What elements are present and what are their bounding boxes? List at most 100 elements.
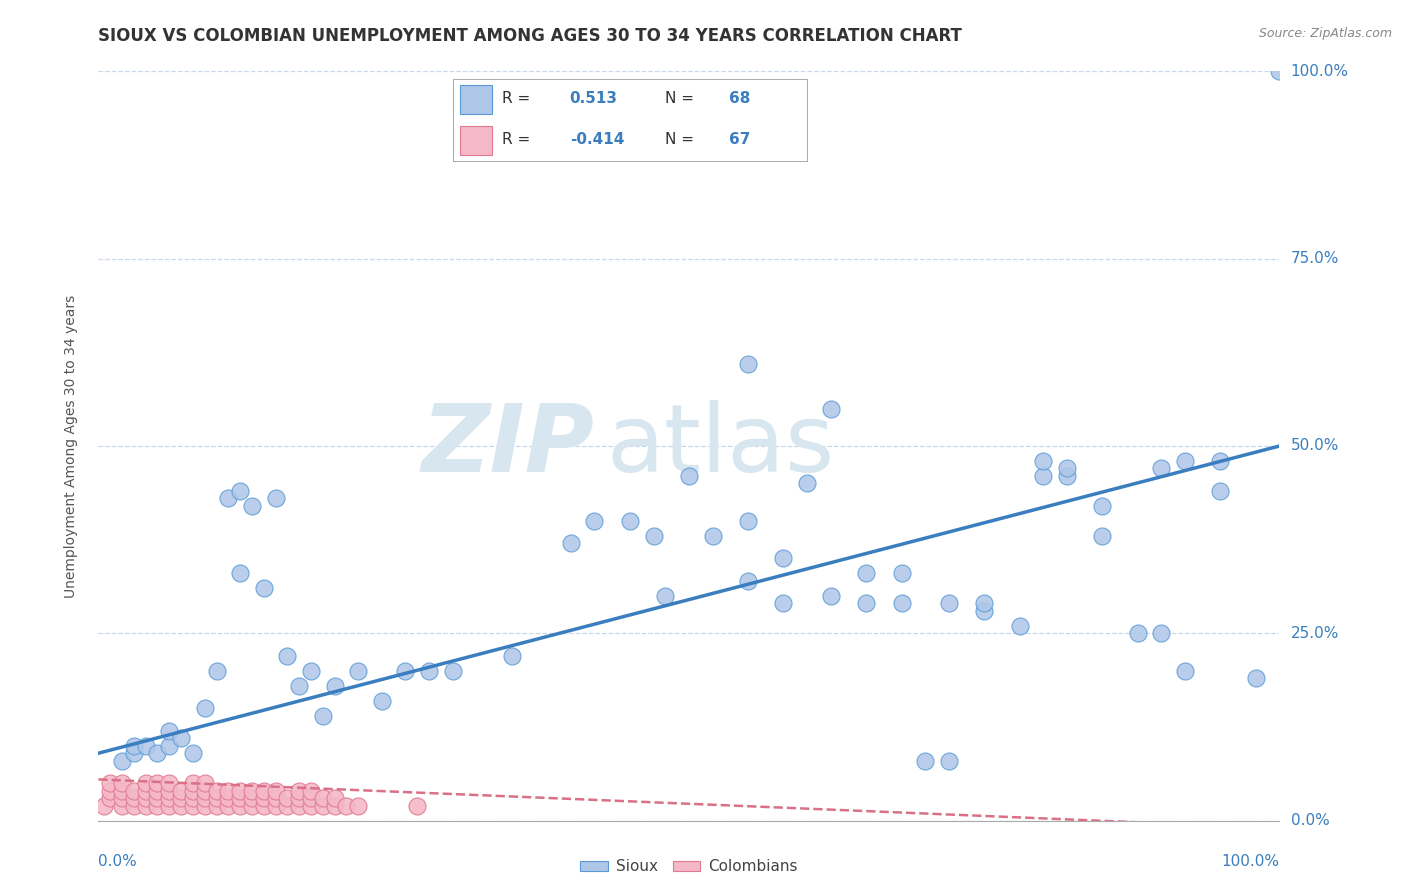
Point xyxy=(135,739,157,753)
Point xyxy=(181,791,204,805)
Point xyxy=(560,536,582,550)
Point xyxy=(229,798,252,813)
Point xyxy=(1244,671,1267,685)
Point xyxy=(240,798,263,813)
Point xyxy=(146,791,169,805)
Point xyxy=(973,604,995,618)
Point xyxy=(371,694,394,708)
Point xyxy=(170,783,193,797)
Point xyxy=(135,791,157,805)
Point xyxy=(820,401,842,416)
Text: SIOUX VS COLOMBIAN UNEMPLOYMENT AMONG AGES 30 TO 34 YEARS CORRELATION CHART: SIOUX VS COLOMBIAN UNEMPLOYMENT AMONG AG… xyxy=(98,27,962,45)
Point xyxy=(170,798,193,813)
Point xyxy=(205,664,228,678)
Point xyxy=(583,514,606,528)
Point xyxy=(205,791,228,805)
Text: Source: ZipAtlas.com: Source: ZipAtlas.com xyxy=(1258,27,1392,40)
Point xyxy=(323,791,346,805)
Point xyxy=(1150,461,1173,475)
Point xyxy=(737,357,759,371)
Point xyxy=(217,783,239,797)
Point xyxy=(240,783,263,797)
Text: atlas: atlas xyxy=(606,400,835,492)
Point xyxy=(253,791,276,805)
Point xyxy=(135,798,157,813)
Point xyxy=(157,798,180,813)
Point xyxy=(122,739,145,753)
Point xyxy=(772,596,794,610)
Point xyxy=(418,664,440,678)
Point xyxy=(157,783,180,797)
Text: 25.0%: 25.0% xyxy=(1291,626,1339,640)
Point xyxy=(146,783,169,797)
Point xyxy=(157,791,180,805)
Point xyxy=(347,798,370,813)
Point xyxy=(229,783,252,797)
Point xyxy=(299,664,322,678)
Text: 0.0%: 0.0% xyxy=(98,855,138,870)
Point xyxy=(619,514,641,528)
Point xyxy=(157,739,180,753)
Point xyxy=(1174,664,1197,678)
Point xyxy=(890,596,912,610)
Point xyxy=(312,791,335,805)
Point xyxy=(157,776,180,790)
Point xyxy=(299,791,322,805)
Point xyxy=(1091,529,1114,543)
Text: 100.0%: 100.0% xyxy=(1291,64,1348,78)
Point xyxy=(914,754,936,768)
Point xyxy=(1056,461,1078,475)
Text: 0.0%: 0.0% xyxy=(1291,814,1329,828)
Point xyxy=(146,746,169,760)
Point xyxy=(973,596,995,610)
Point xyxy=(938,754,960,768)
Point xyxy=(217,491,239,506)
Point xyxy=(299,783,322,797)
Point xyxy=(229,791,252,805)
Point xyxy=(1032,469,1054,483)
Text: 75.0%: 75.0% xyxy=(1291,252,1339,266)
Point xyxy=(1150,626,1173,640)
Point xyxy=(122,791,145,805)
Point xyxy=(253,783,276,797)
Point xyxy=(938,596,960,610)
Point xyxy=(855,596,877,610)
Point xyxy=(264,491,287,506)
Point xyxy=(288,783,311,797)
Point xyxy=(264,783,287,797)
Point xyxy=(1008,619,1031,633)
Point xyxy=(157,723,180,738)
Point xyxy=(796,476,818,491)
Point xyxy=(276,791,298,805)
Point xyxy=(98,791,121,805)
Point xyxy=(111,783,134,797)
Point xyxy=(276,798,298,813)
Point xyxy=(890,566,912,581)
Point xyxy=(122,746,145,760)
Point xyxy=(737,514,759,528)
Point xyxy=(1056,469,1078,483)
Point xyxy=(288,679,311,693)
Point xyxy=(111,776,134,790)
Point xyxy=(181,798,204,813)
Point xyxy=(312,798,335,813)
Point xyxy=(323,679,346,693)
Point xyxy=(253,798,276,813)
Point xyxy=(181,746,204,760)
Point xyxy=(253,582,276,596)
Point xyxy=(276,648,298,663)
Point xyxy=(194,791,217,805)
Point xyxy=(288,798,311,813)
Point xyxy=(441,664,464,678)
Point xyxy=(240,791,263,805)
Point xyxy=(181,783,204,797)
Point xyxy=(347,664,370,678)
Point xyxy=(820,589,842,603)
Point xyxy=(111,798,134,813)
Point xyxy=(194,783,217,797)
Point xyxy=(643,529,665,543)
Point xyxy=(394,664,416,678)
Point xyxy=(122,783,145,797)
Point xyxy=(240,499,263,513)
Point xyxy=(702,529,724,543)
